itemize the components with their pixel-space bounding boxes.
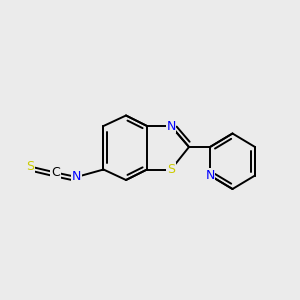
Text: C: C bbox=[51, 166, 60, 179]
Text: N: N bbox=[72, 170, 81, 184]
Text: S: S bbox=[167, 163, 175, 176]
Text: N: N bbox=[205, 169, 215, 182]
Text: N: N bbox=[166, 119, 176, 133]
Text: S: S bbox=[26, 160, 34, 173]
